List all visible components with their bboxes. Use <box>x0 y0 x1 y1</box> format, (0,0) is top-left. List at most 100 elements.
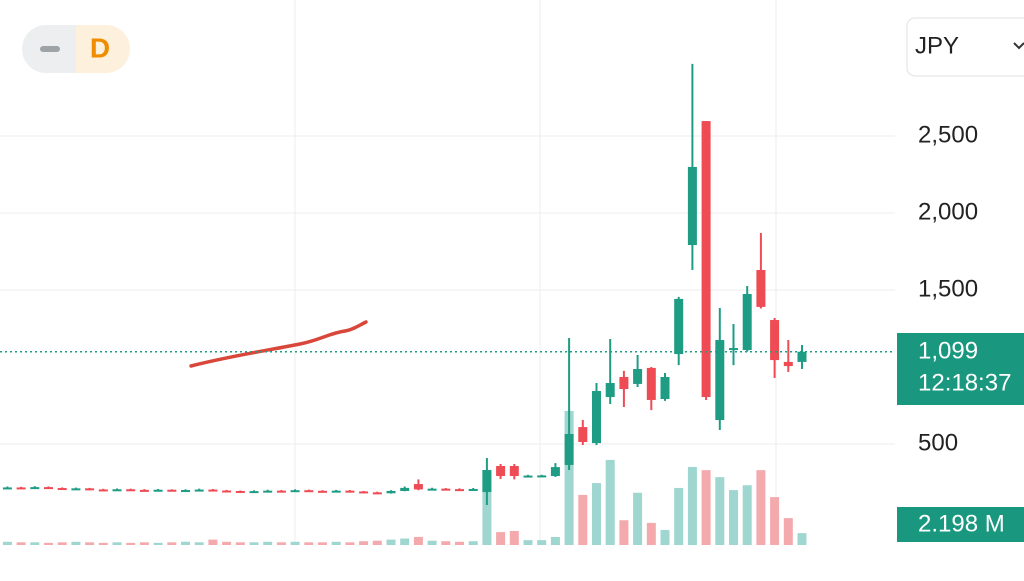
candle-body <box>194 489 204 492</box>
candle-body <box>276 490 286 493</box>
y-tick-label: 500 <box>918 429 958 456</box>
candle-body <box>359 491 369 494</box>
time-grid <box>294 0 777 545</box>
candle-body <box>208 489 218 492</box>
candle-body <box>783 361 793 367</box>
candle-body <box>98 489 108 492</box>
currency-label: JPY <box>915 32 959 59</box>
volume-bar <box>386 539 396 545</box>
y-tick-label: 2,000 <box>918 198 978 225</box>
current-volume-label: 2.198 M <box>918 510 1005 537</box>
volume-bar <box>742 485 752 545</box>
volume-bar <box>441 541 451 545</box>
current-volume-box <box>897 507 1024 542</box>
volume-bar <box>455 541 464 545</box>
candle-body <box>57 488 67 491</box>
volume-bar <box>674 487 684 545</box>
candle-body <box>592 391 601 444</box>
current-price-label: 1,099 <box>918 337 978 364</box>
candle-body <box>318 490 327 493</box>
volume-bar <box>468 541 478 545</box>
volume-bar <box>249 542 259 545</box>
candle-body <box>249 491 259 494</box>
candle-body <box>578 427 588 442</box>
candle-body <box>386 490 396 494</box>
chevron-icon <box>1013 42 1024 50</box>
candle-body <box>139 489 149 492</box>
candle-body <box>646 367 656 400</box>
candle-body <box>372 492 382 495</box>
interval-button[interactable] <box>76 25 130 73</box>
volume-bar <box>235 542 245 545</box>
volume-bar <box>112 542 122 545</box>
volume-bar <box>413 536 423 545</box>
candle-body <box>30 487 40 490</box>
currency-dropdown[interactable]: JPY <box>906 17 1024 77</box>
volume-bar <box>263 541 273 545</box>
volume-bar <box>523 540 533 545</box>
volume-bar <box>345 542 355 545</box>
countdown: 12:18:37 <box>918 369 1011 396</box>
footer <box>0 546 1024 576</box>
candle-body <box>85 488 95 491</box>
volume-bar <box>71 541 81 545</box>
minus-icon <box>40 46 60 52</box>
candle-body <box>181 490 190 493</box>
candle-body <box>263 490 273 493</box>
candle-body <box>633 369 643 384</box>
price-axis: 500 1,500 2,000 2,500 <box>918 121 978 456</box>
candle-body <box>167 489 177 492</box>
hand-drawn-line <box>189 320 368 368</box>
volume-bar <box>181 541 190 545</box>
volume-bar <box>605 459 615 545</box>
y-tick-label: 2,500 <box>918 121 978 148</box>
candle-body <box>468 488 478 491</box>
candle-body <box>564 433 574 465</box>
candle-body <box>235 490 245 493</box>
volume-bar <box>578 494 588 545</box>
volume-bar <box>537 540 547 545</box>
candle-body <box>523 475 533 478</box>
volume-bar <box>797 533 807 545</box>
candle-body <box>756 269 766 307</box>
volume-bar <box>550 536 560 545</box>
dropdown-box[interactable] <box>906 17 1024 77</box>
volume-bar <box>496 532 506 545</box>
candle-body <box>427 488 437 491</box>
candle-body <box>770 320 780 361</box>
candle-body <box>331 490 341 493</box>
volume-bar <box>290 541 300 545</box>
volume-bar <box>57 542 67 545</box>
candles <box>2 63 807 505</box>
candle-body <box>441 488 451 491</box>
candle-body <box>687 166 697 246</box>
candle-body <box>112 489 122 492</box>
volume-bar <box>646 522 656 545</box>
volume-bar <box>701 470 711 545</box>
interval-toggle[interactable]: D <box>22 25 130 73</box>
volume-bar <box>482 470 492 545</box>
volume-bar <box>44 542 53 545</box>
candle-body <box>550 467 560 477</box>
candle-body <box>715 340 725 420</box>
candle-body <box>797 351 807 362</box>
volume-bar <box>756 470 766 545</box>
volume-bar <box>16 542 26 545</box>
candle-body <box>660 377 670 400</box>
volume-bar <box>98 542 108 545</box>
volume-bar <box>509 531 519 545</box>
candle-body <box>482 470 492 493</box>
volume-bar <box>687 466 697 545</box>
volume-bar <box>372 540 382 545</box>
candle-body <box>619 377 629 390</box>
volume-bar <box>208 539 218 545</box>
candle-body <box>44 487 53 490</box>
candle-body <box>345 490 355 493</box>
volume-bar <box>304 542 314 545</box>
candle-body <box>2 487 12 490</box>
volume-bar <box>194 542 204 545</box>
candle-body <box>496 466 506 477</box>
candle-body <box>605 383 615 398</box>
volume-bar <box>783 518 793 545</box>
volume-bar <box>592 483 601 545</box>
